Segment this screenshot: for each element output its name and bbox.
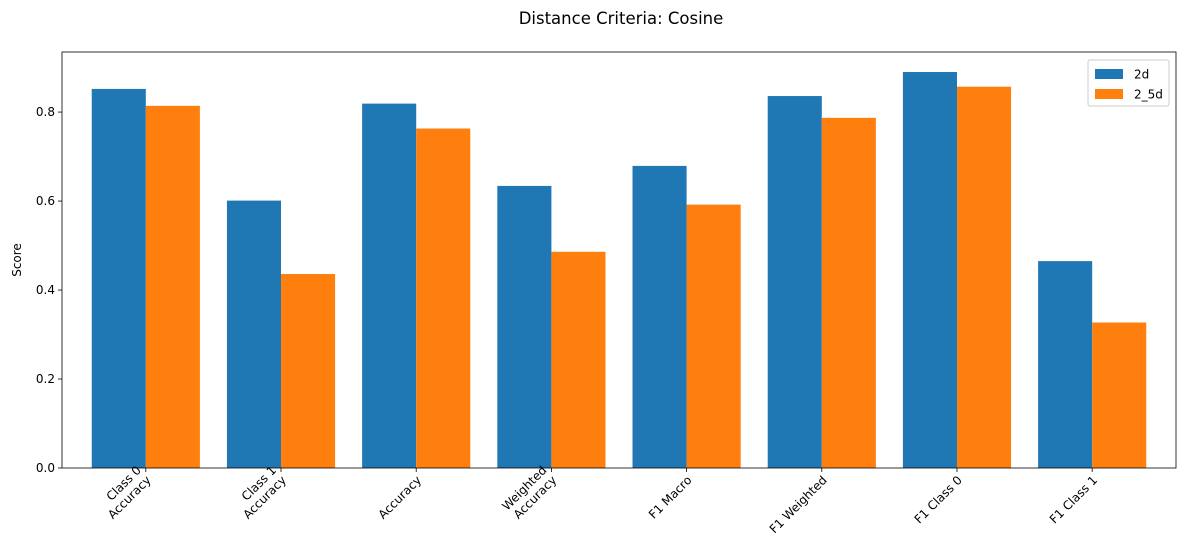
bar-2_5d-7 xyxy=(1092,322,1147,468)
bar-2_5d-1 xyxy=(281,274,336,468)
bar-2d-6 xyxy=(902,72,957,468)
legend-label-2_5d: 2_5d xyxy=(1134,88,1163,102)
bar-2_5d-5 xyxy=(821,117,876,468)
bar-2d-0 xyxy=(91,88,146,468)
x-tick-label-line: F1 Weighted xyxy=(767,473,830,536)
plot-frame xyxy=(61,51,1177,469)
bar-2d-7 xyxy=(1038,261,1093,468)
x-tick-label: Accuracy xyxy=(376,473,425,522)
x-tick-label-line: F1 Class 0 xyxy=(912,473,965,526)
bar-2d-5 xyxy=(767,96,822,468)
y-tick-label: 0.2 xyxy=(36,372,55,386)
y-tick-label: 0.6 xyxy=(36,194,55,208)
bars-group xyxy=(91,72,1147,469)
x-tick-label-line: Accuracy xyxy=(376,473,425,522)
x-tick-label-line: F1 Macro xyxy=(646,473,695,522)
x-tick-label: F1 Macro xyxy=(646,473,695,522)
x-tick-label: F1 Class 0 xyxy=(912,473,965,526)
bar-2_5d-3 xyxy=(551,251,606,468)
bar-2_5d-4 xyxy=(686,204,741,468)
legend-swatch-2_5d xyxy=(1095,89,1123,99)
legend-label-2d: 2d xyxy=(1134,68,1149,82)
bar-2d-2 xyxy=(362,103,417,469)
bar-2_5d-0 xyxy=(145,105,200,468)
bar-2d-3 xyxy=(497,185,552,469)
bar-2_5d-6 xyxy=(956,86,1012,469)
chart-title: Distance Criteria: Cosine xyxy=(519,9,724,28)
bar-2d-4 xyxy=(632,165,687,468)
y-tick-label: 0.8 xyxy=(36,105,55,119)
x-tick-label: F1 Weighted xyxy=(767,473,830,536)
x-tick-label-line: F1 Class 1 xyxy=(1047,473,1100,526)
y-axis-label: Score xyxy=(10,243,24,277)
legend: 2d 2_5d xyxy=(1087,59,1170,107)
x-tick-label: F1 Class 1 xyxy=(1047,473,1100,526)
y-axis: 0.0 0.2 0.4 0.6 0.8 xyxy=(36,105,62,475)
legend-swatch-2d xyxy=(1095,69,1123,79)
y-tick-label: 0.4 xyxy=(36,283,55,297)
bar-2_5d-2 xyxy=(416,128,471,469)
y-tick-label: 0.0 xyxy=(36,461,55,475)
bar-2d-1 xyxy=(226,200,282,468)
